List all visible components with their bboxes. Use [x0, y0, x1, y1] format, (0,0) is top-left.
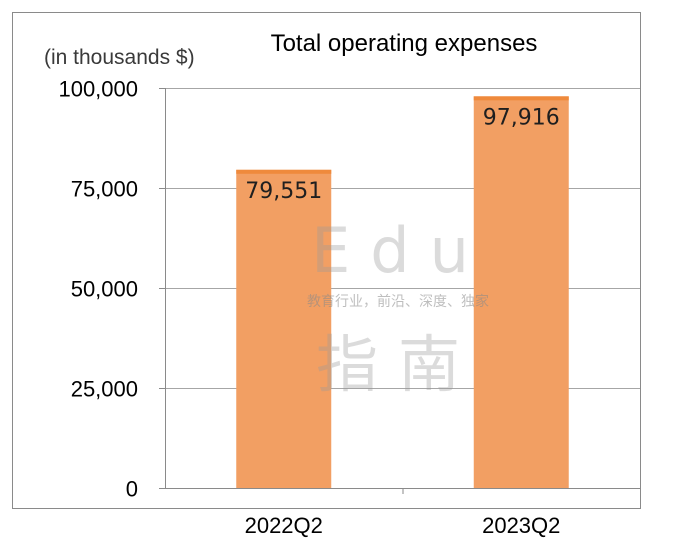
- labels: 0 25,000 50,000 75,000 100,000 79,551 2022Q2 97…: [58, 77, 560, 539]
- unit-label: (in thousands $): [44, 46, 195, 69]
- y-tick-label: 50,000: [71, 277, 138, 302]
- y-tick-label: 0: [126, 477, 138, 502]
- y-tick-label: 100,000: [58, 77, 138, 102]
- data-label: 97,916: [483, 105, 560, 130]
- x-tick-label: 2022Q2: [245, 513, 323, 538]
- x-tick-label: 2023Q2: [482, 513, 560, 538]
- bar: [236, 169, 332, 488]
- bar-top-edge: [236, 169, 332, 174]
- watermark: Edu 教育行业，前沿、深度、独家 指南: [307, 214, 489, 401]
- watermark-text-small: 教育行业，前沿、深度、独家: [307, 293, 489, 310]
- chart-frame: [12, 12, 641, 509]
- watermark-text-chinese: 指南: [316, 328, 480, 401]
- y-tick-label: 25,000: [71, 377, 138, 402]
- y-tick-label: 75,000: [71, 177, 138, 202]
- axes: [159, 88, 641, 494]
- data-label: 79,551: [245, 179, 322, 204]
- watermark-text-large: Edu: [311, 214, 489, 287]
- bar: [473, 96, 569, 488]
- bar-top-edge: [473, 96, 569, 101]
- bars: [236, 96, 569, 488]
- chart-title: Total operating expenses: [271, 30, 538, 57]
